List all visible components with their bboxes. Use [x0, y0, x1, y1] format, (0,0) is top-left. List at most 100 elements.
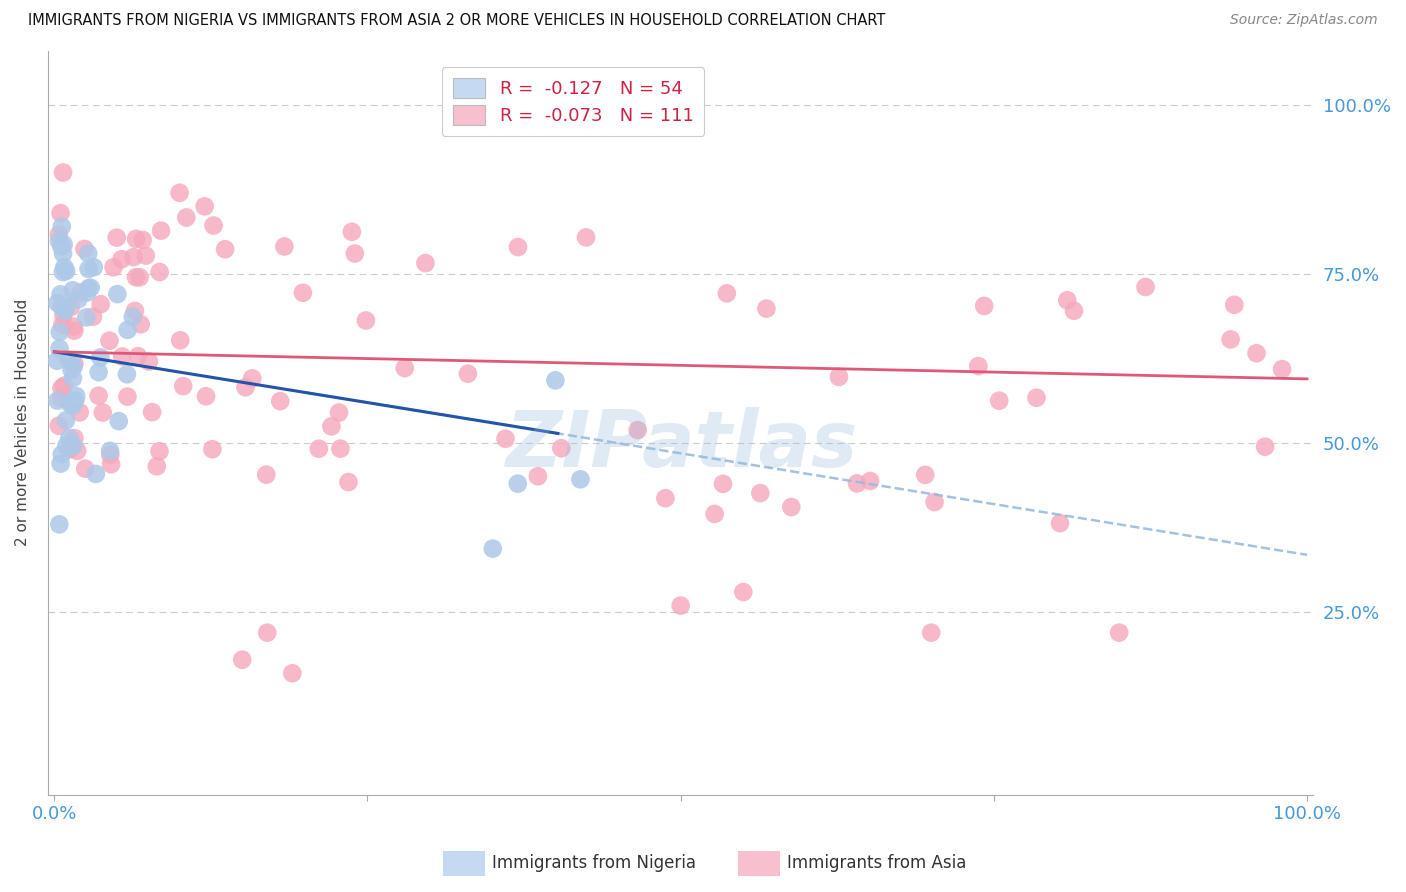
Point — [256, 625, 278, 640]
Point — [83, 260, 105, 275]
Point — [52, 165, 75, 179]
Point — [55, 413, 77, 427]
Point — [254, 467, 277, 482]
Point — [117, 323, 139, 337]
Point — [111, 252, 134, 267]
Point — [1246, 346, 1268, 360]
Point — [780, 500, 803, 514]
Point — [669, 599, 692, 613]
Point — [924, 495, 946, 509]
Point — [65, 389, 87, 403]
Point — [733, 585, 755, 599]
Point — [148, 444, 170, 458]
Point — [172, 379, 194, 393]
Point — [481, 541, 503, 556]
Point — [146, 459, 169, 474]
Point — [291, 285, 314, 300]
Point — [105, 287, 128, 301]
Point — [52, 309, 75, 323]
Point — [149, 265, 172, 279]
Point — [55, 439, 77, 453]
Point — [129, 318, 152, 332]
Point — [52, 237, 75, 252]
Point — [49, 287, 72, 301]
Point — [98, 443, 121, 458]
Point — [69, 405, 91, 419]
Text: IMMIGRANTS FROM NIGERIA VS IMMIGRANTS FROM ASIA 2 OR MORE VEHICLES IN HOUSEHOLD : IMMIGRANTS FROM NIGERIA VS IMMIGRANTS FR… — [28, 13, 886, 29]
Text: Immigrants from Nigeria: Immigrants from Nigeria — [492, 855, 696, 872]
Point — [48, 325, 70, 339]
Y-axis label: 2 or more Vehicles in Household: 2 or more Vehicles in Household — [15, 299, 30, 547]
Legend: R =  -0.127   N = 54, R =  -0.073   N = 111: R = -0.127 N = 54, R = -0.073 N = 111 — [441, 67, 704, 136]
Point — [58, 431, 80, 445]
Point — [457, 367, 479, 381]
Point — [62, 359, 84, 374]
Point — [202, 219, 225, 233]
Point — [506, 240, 529, 254]
Point — [354, 313, 377, 327]
Point — [52, 246, 75, 260]
Point — [337, 475, 360, 489]
Point — [131, 233, 153, 247]
Point — [48, 234, 70, 248]
Point — [749, 486, 772, 500]
Point — [1219, 332, 1241, 346]
Point — [1063, 303, 1085, 318]
Point — [51, 381, 73, 395]
Point — [627, 423, 650, 437]
Point — [973, 299, 995, 313]
Point — [281, 666, 304, 681]
Point — [125, 232, 148, 246]
Point — [51, 447, 73, 461]
Point — [269, 394, 291, 409]
Point — [53, 260, 76, 275]
Point — [1056, 293, 1078, 308]
Point — [48, 227, 70, 242]
Point — [569, 472, 592, 486]
Point — [84, 467, 107, 481]
Point — [169, 186, 191, 200]
Point — [544, 373, 567, 387]
Point — [89, 351, 111, 365]
Point — [49, 206, 72, 220]
Point — [98, 334, 121, 348]
Point — [967, 359, 990, 373]
Point — [60, 362, 83, 376]
Point — [703, 507, 725, 521]
Point — [394, 361, 416, 376]
Point — [527, 469, 550, 483]
Point — [495, 432, 517, 446]
Point — [48, 342, 70, 356]
Point — [550, 441, 572, 455]
Point — [90, 297, 112, 311]
Point — [1108, 625, 1130, 640]
Point — [321, 419, 343, 434]
Point — [76, 285, 98, 300]
Point — [328, 405, 350, 419]
Point — [124, 304, 146, 318]
Point — [194, 199, 217, 213]
Point — [51, 392, 73, 406]
Point — [308, 442, 330, 456]
Point — [1049, 516, 1071, 530]
Point — [107, 414, 129, 428]
Point — [273, 239, 295, 253]
Point — [77, 246, 100, 260]
Point — [169, 333, 191, 347]
Point — [75, 461, 97, 475]
Point — [150, 224, 173, 238]
Point — [122, 250, 145, 264]
Point — [920, 625, 942, 640]
Point — [46, 353, 69, 368]
Point — [1223, 298, 1246, 312]
Point — [828, 369, 851, 384]
Point — [755, 301, 778, 316]
Point — [59, 300, 82, 314]
Point — [59, 396, 82, 410]
Point — [214, 242, 236, 256]
Point — [82, 310, 104, 324]
Point — [52, 265, 75, 279]
Point — [55, 301, 77, 315]
Point — [55, 264, 77, 278]
Point — [1025, 391, 1047, 405]
